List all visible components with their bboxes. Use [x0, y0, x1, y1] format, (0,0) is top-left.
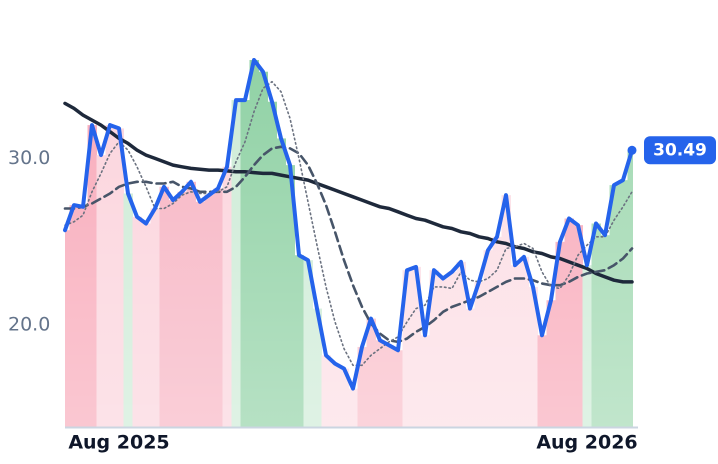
average-line	[63, 145, 634, 344]
area-bars	[65, 40, 633, 427]
last-value-badge	[644, 136, 716, 165]
area-fade	[65, 40, 633, 427]
last-value-label: 30.49	[653, 140, 707, 160]
average-line	[63, 101, 634, 284]
average-line	[64, 80, 633, 367]
price-line	[63, 58, 634, 391]
x-tick-label: Aug 2026	[536, 432, 637, 454]
last-point	[627, 145, 637, 155]
y-tick-label: 20.0	[8, 314, 50, 336]
lines	[63, 58, 634, 391]
y-tick-label: 30.0	[8, 147, 50, 169]
x-tick-label: Aug 2025	[68, 432, 169, 454]
